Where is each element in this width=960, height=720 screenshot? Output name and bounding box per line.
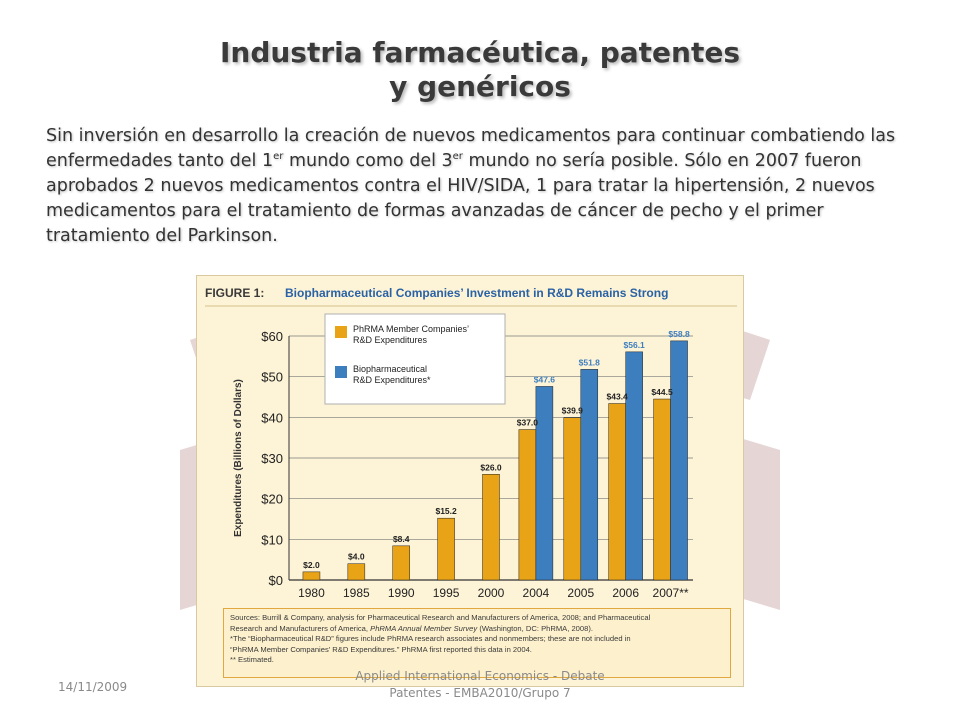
bar-bio-2005 bbox=[580, 369, 599, 581]
y-tick-label: $10 bbox=[261, 532, 283, 547]
paragraph-sup2: er bbox=[452, 151, 463, 162]
legend-swatch-phrma bbox=[335, 326, 347, 338]
slide-title-line1: Industria farmacéutica, patentes bbox=[219, 36, 741, 69]
bar-chart: FIGURE 1: Biopharmaceutical Companies’ I… bbox=[205, 286, 737, 600]
bar-phrma-1990 bbox=[392, 545, 410, 581]
bar-value-label: $37.0 bbox=[517, 418, 539, 428]
bars bbox=[302, 340, 688, 581]
x-tick-label: 1990 bbox=[388, 586, 415, 600]
x-tick-label: 2000 bbox=[478, 586, 505, 600]
bar-phrma-2007 bbox=[653, 398, 671, 581]
y-tick-label: $0 bbox=[269, 573, 283, 588]
legend-swatch-bio bbox=[335, 366, 347, 378]
bar-value-label: $47.6 bbox=[534, 374, 556, 384]
paragraph-part2: mundo como del 3 bbox=[283, 151, 453, 171]
y-tick-label: $20 bbox=[261, 492, 283, 507]
y-tick-labels: $0 $10 $20 $30 $40 $50 $60 bbox=[261, 329, 283, 588]
legend: PhRMA Member Companies’ R&D Expenditures… bbox=[324, 313, 506, 405]
x-tick-label: 2006 bbox=[612, 586, 639, 600]
bar-value-label: $4.0 bbox=[348, 552, 365, 562]
footer-course-line1: Applied International Economics - Debate bbox=[355, 669, 605, 683]
x-tick-labels: 1980 1985 1990 1995 2000 2004 2005 2006 2007** bbox=[298, 586, 689, 600]
bar-phrma-1995 bbox=[437, 517, 455, 581]
bar-phrma-2005 bbox=[563, 417, 582, 581]
bar-value-label: $58.8 bbox=[668, 329, 690, 339]
paragraph-part1: Sin inversión en desarrollo la creación … bbox=[46, 126, 896, 171]
sources-line2a: Research and Manufacturers of America, bbox=[230, 623, 371, 633]
legend-label-bio-line1: Biopharmaceutical bbox=[353, 364, 427, 374]
bar-value-label: $44.5 bbox=[651, 387, 673, 397]
sources-line4: “PhRMA Member Companies’ R&D Expenditure… bbox=[230, 644, 532, 654]
sources-line2: Research and Manufacturers of America, P… bbox=[230, 624, 724, 635]
bar-value-label: $43.4 bbox=[607, 392, 629, 402]
bar-phrma-2004 bbox=[518, 429, 537, 581]
rd-investment-figure: FIGURE 1: Biopharmaceutical Companies’ I… bbox=[196, 275, 744, 687]
footer-course: Applied International Economics - Debate… bbox=[300, 668, 660, 702]
bar-value-label: $56.1 bbox=[624, 340, 646, 350]
y-tick-label: $60 bbox=[261, 329, 283, 344]
footer-course-line2: Patentes - EMBA2010/Grupo 7 bbox=[389, 686, 571, 700]
figure-number: FIGURE 1: bbox=[205, 286, 264, 300]
bar-value-label: $2.0 bbox=[303, 560, 320, 570]
x-tick-label: 1980 bbox=[298, 586, 325, 600]
y-tick-label: $40 bbox=[261, 410, 283, 425]
bar-value-label: $26.0 bbox=[480, 462, 502, 472]
bar-phrma-1985 bbox=[347, 563, 366, 581]
legend-label-phrma-line2: R&D Expenditures bbox=[353, 335, 428, 345]
bar-bio-2007 bbox=[670, 340, 688, 581]
sources-note: Sources: Burrill & Company, analysis for… bbox=[223, 608, 731, 678]
bar-bio-2004 bbox=[535, 386, 554, 581]
y-axis-label: Expenditures (Billions of Dollars) bbox=[233, 379, 244, 537]
footer-date: 14/11/2009 bbox=[58, 680, 128, 694]
x-tick-label: 2005 bbox=[567, 586, 594, 600]
sources-line5: ** Estimated. bbox=[230, 655, 274, 665]
bar-value-label: $15.2 bbox=[435, 506, 457, 516]
bar-phrma-2000 bbox=[482, 474, 500, 581]
sources-line1: Sources: Burrill & Company, analysis for… bbox=[230, 613, 651, 622]
y-tick-label: $30 bbox=[261, 451, 283, 466]
sources-line2b: PhRMA Annual Member Survey bbox=[370, 623, 478, 633]
bar-value-label: $51.8 bbox=[579, 357, 601, 367]
figure-title: Biopharmaceutical Companies’ Investment … bbox=[285, 286, 668, 300]
legend-label-bio-line2: R&D Expenditures* bbox=[353, 375, 431, 385]
x-tick-label: 1985 bbox=[343, 586, 370, 600]
bar-value-label: $8.4 bbox=[393, 534, 410, 544]
legend-box bbox=[324, 313, 506, 405]
y-tick-label: $50 bbox=[261, 370, 283, 385]
x-tick-label: 1995 bbox=[433, 586, 460, 600]
bar-value-labels: $2.0 $4.0 $8.4 $15.2 $26.0 $37.0 $47.6 $39.9 $51… bbox=[303, 329, 690, 570]
sources-line3: *The “Biopharmaceutical R&D” figures inc… bbox=[230, 634, 631, 644]
sources-line2c: (Washington, DC: PhRMA, 2008). bbox=[477, 623, 593, 633]
x-tick-label: 2007** bbox=[653, 586, 689, 600]
bar-bio-2006 bbox=[625, 351, 643, 581]
legend-label-phrma-line1: PhRMA Member Companies’ bbox=[353, 324, 469, 334]
x-tick-label: 2004 bbox=[523, 586, 550, 600]
bar-phrma-1980 bbox=[302, 571, 321, 581]
bar-value-label: $39.9 bbox=[562, 406, 584, 416]
paragraph-sup1: er bbox=[273, 151, 284, 162]
paragraph-part3: mundo no sería posible. Sólo en 2007 fue… bbox=[46, 151, 875, 246]
slide-paragraph: Sin inversión en desarrollo la creación … bbox=[46, 124, 906, 249]
bar-phrma-2006 bbox=[608, 403, 626, 581]
slide-title-line2: y genéricos bbox=[389, 70, 571, 103]
slide-title: Industria farmacéutica, patentes y genér… bbox=[0, 36, 960, 104]
